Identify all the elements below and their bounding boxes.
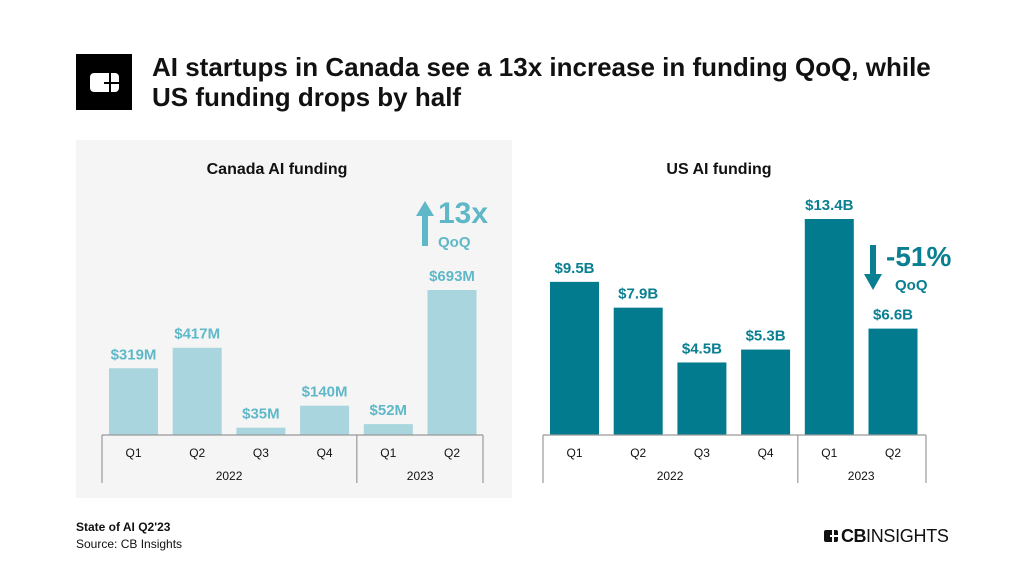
us-bar bbox=[677, 362, 727, 435]
canada-bar bbox=[300, 405, 350, 435]
us-data-label: $13.4B bbox=[805, 197, 854, 214]
brand-rest: INSIGHTS bbox=[866, 525, 949, 546]
us-tick-label: Q3 bbox=[694, 446, 710, 460]
us-bar bbox=[741, 349, 791, 435]
canada-data-label: $319M bbox=[111, 346, 157, 363]
canada-bar bbox=[172, 347, 222, 435]
canada-bar bbox=[236, 427, 286, 435]
us-data-label: $4.5B bbox=[682, 340, 722, 357]
us-group-label: 2022 bbox=[657, 469, 684, 483]
us-data-label: $7.9B bbox=[618, 286, 658, 303]
us-bar bbox=[804, 219, 854, 435]
us-bar bbox=[550, 281, 599, 435]
canada-group-label: 2022 bbox=[216, 469, 243, 483]
us-tick-label: Q1 bbox=[821, 446, 837, 460]
us-tick-label: Q4 bbox=[758, 446, 774, 460]
us-tick-label: Q1 bbox=[566, 446, 582, 460]
canada-bar bbox=[109, 368, 158, 435]
down-arrow-icon bbox=[864, 245, 882, 290]
cb-insights-logo bbox=[76, 54, 132, 110]
us-tick-label: Q2 bbox=[885, 446, 901, 460]
canada-tick-label: Q3 bbox=[253, 446, 269, 460]
canada-annotation-label: QoQ bbox=[438, 234, 471, 251]
canada-chart-title: Canada AI funding bbox=[207, 161, 348, 178]
canada-tick-label: Q1 bbox=[380, 446, 396, 460]
us-annotation-label: QoQ bbox=[895, 277, 928, 294]
us-data-label: $6.6B bbox=[873, 307, 913, 324]
canada-bar bbox=[427, 290, 477, 435]
canada-annotation-value: 13x bbox=[438, 197, 488, 230]
us-bar bbox=[868, 328, 918, 435]
source-note: Source: CB Insights bbox=[76, 537, 183, 551]
us-data-label: $5.3B bbox=[746, 328, 786, 345]
canada-tick-label: Q2 bbox=[189, 446, 205, 460]
us-tick-label: Q2 bbox=[630, 446, 646, 460]
canada-tick-label: Q2 bbox=[444, 446, 460, 460]
canada-tick-label: Q1 bbox=[125, 446, 141, 460]
page-title: AI startups in Canada see a 13x increase… bbox=[152, 52, 931, 112]
up-arrow-icon bbox=[416, 201, 434, 246]
brand-bold: CB bbox=[841, 525, 867, 546]
cb-logo-icon bbox=[824, 530, 838, 542]
report-name: State of AI Q2'23 bbox=[76, 520, 171, 534]
canada-data-label: $417M bbox=[174, 326, 220, 343]
canada-bar bbox=[363, 424, 413, 435]
cb-insights-brand: CB INSIGHTS bbox=[824, 526, 949, 546]
us-annotation-value: -51% bbox=[886, 241, 951, 272]
canada-group-label: 2023 bbox=[407, 469, 434, 483]
canada-data-label: $140M bbox=[302, 384, 348, 401]
us-bar bbox=[613, 307, 663, 435]
us-chart-title: US AI funding bbox=[666, 161, 771, 178]
canada-data-label: $693M bbox=[429, 268, 475, 285]
canada-data-label: $35M bbox=[242, 406, 280, 423]
canada-tick-label: Q4 bbox=[317, 446, 333, 460]
us-data-label: $9.5B bbox=[554, 260, 594, 277]
canada-data-label: $52M bbox=[370, 402, 408, 419]
us-group-label: 2023 bbox=[848, 469, 875, 483]
